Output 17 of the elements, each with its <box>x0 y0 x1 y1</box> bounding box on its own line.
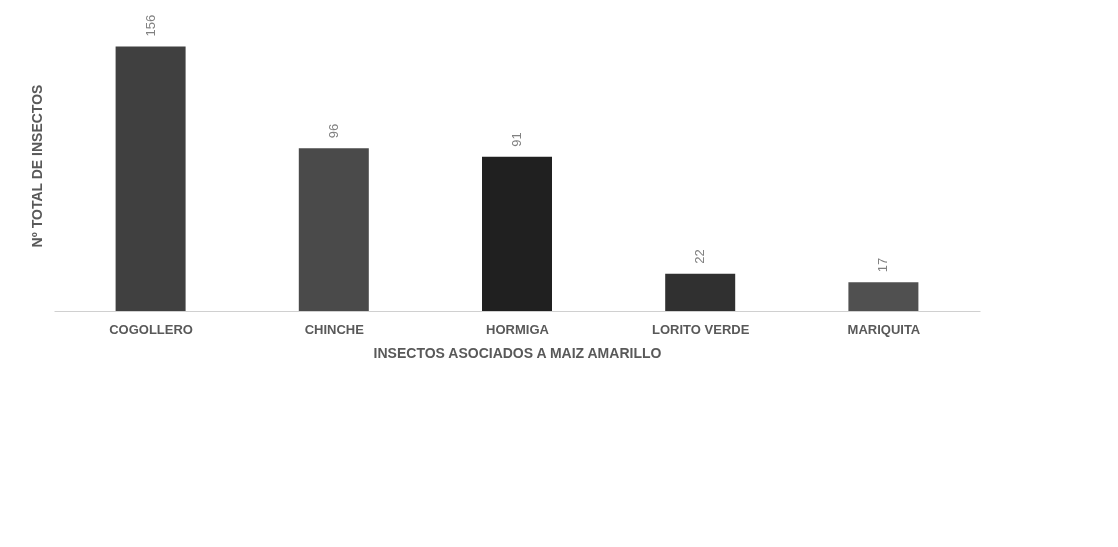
data-label: 156 <box>142 14 158 37</box>
bar <box>115 46 186 311</box>
bar <box>848 282 919 311</box>
x-tick-label: CHINCHE <box>304 321 365 337</box>
x-tick-label: COGOLLERO <box>109 321 193 337</box>
x-axis-title: INSECTOS ASOCIADOS A MAIZ AMARILLO <box>373 344 662 361</box>
x-tick-label: HORMIGA <box>486 321 550 337</box>
data-label: 91 <box>509 132 524 147</box>
data-label: 17 <box>875 257 891 273</box>
data-label: 96 <box>325 123 341 139</box>
x-tick-label: LORITO VERDE <box>652 321 750 337</box>
x-tick-label: MARIQUITA <box>847 321 921 337</box>
bar <box>482 156 552 311</box>
bar <box>298 148 369 311</box>
data-label: 22 <box>692 249 708 264</box>
bar <box>665 273 736 311</box>
y-axis-title: Nº TOTAL DE INSECTOS <box>28 84 45 248</box>
